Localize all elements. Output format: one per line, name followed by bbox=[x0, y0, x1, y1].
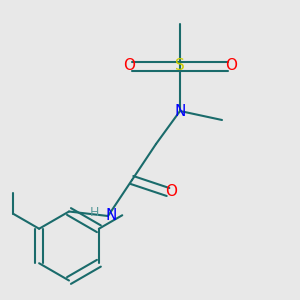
Text: O: O bbox=[165, 184, 177, 200]
Text: H: H bbox=[90, 206, 99, 220]
Text: O: O bbox=[225, 58, 237, 74]
Text: N: N bbox=[174, 103, 186, 118]
Text: S: S bbox=[175, 58, 185, 74]
Text: N: N bbox=[105, 208, 117, 224]
Text: O: O bbox=[123, 58, 135, 74]
